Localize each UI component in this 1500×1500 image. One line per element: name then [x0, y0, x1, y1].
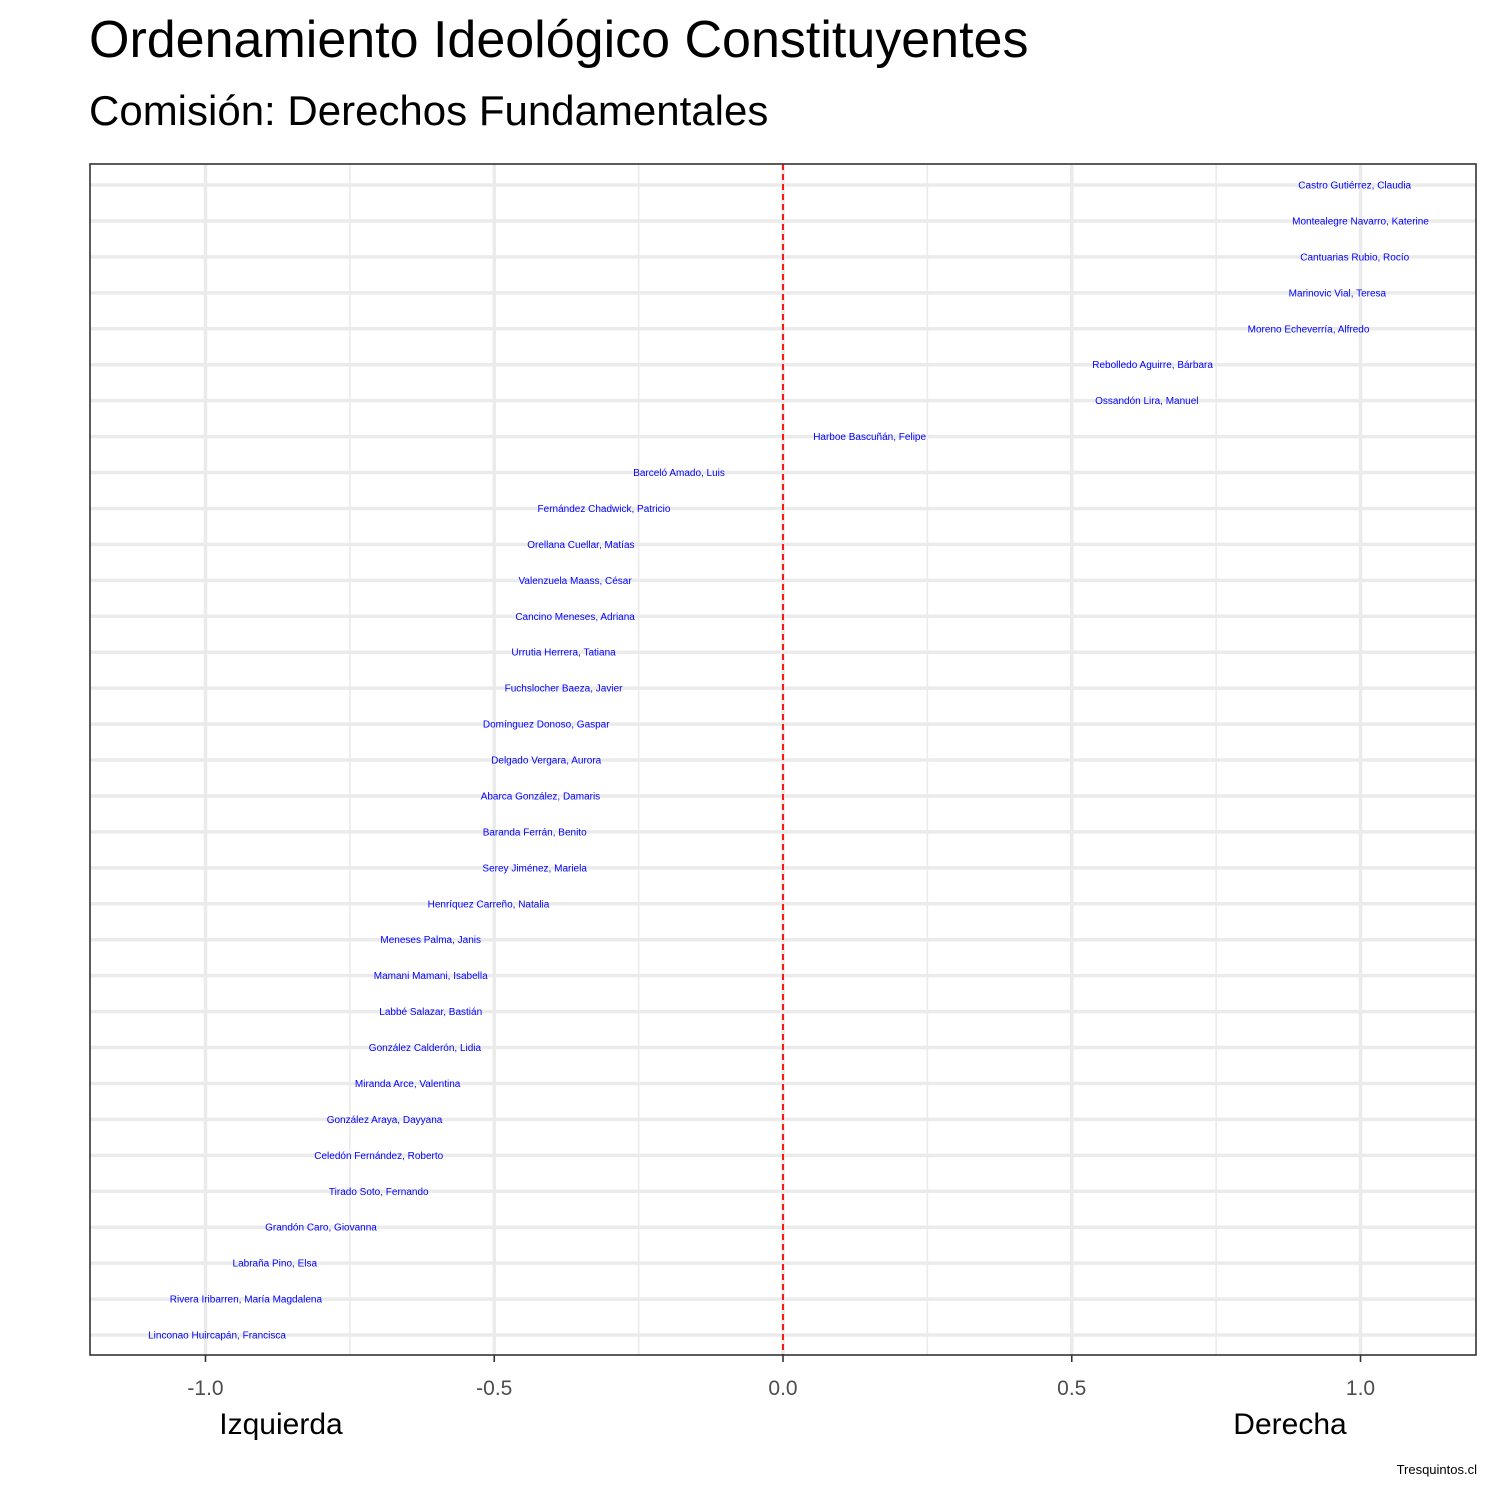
- x-tick-label: 1.0: [1346, 1377, 1375, 1400]
- point-label: Celedón Fernández, Roberto: [314, 1151, 443, 1162]
- point-label: Domínguez Donoso, Gaspar: [483, 720, 610, 731]
- x-tick-label: 0.5: [1057, 1377, 1086, 1400]
- x-tick-label: 0.0: [768, 1377, 797, 1400]
- point-label: Cantuarias Rubio, Rocío: [1300, 252, 1409, 263]
- point-label: Henríquez Carreño, Natalia: [428, 899, 550, 910]
- point-label: Rebolledo Aguirre, Bárbara: [1092, 360, 1213, 371]
- chart-subtitle: Comisión: Derechos Fundamentales: [89, 87, 769, 134]
- point-label: Castro Gutiérrez, Claudia: [1298, 181, 1411, 192]
- x-axis-ticks: -1.0 -0.5 0.0 0.5 1.0: [187, 1355, 1375, 1400]
- point-label: Mamani Mamani, Isabella: [374, 971, 488, 982]
- point-label: Labbé Salazar, Bastián: [379, 1007, 482, 1018]
- point-label: Delgado Vergara, Aurora: [491, 756, 602, 767]
- point-label: Fernández Chadwick, Patricio: [538, 504, 671, 515]
- point-label: Valenzuela Maass, César: [518, 576, 632, 587]
- point-label: Meneses Palma, Janis: [380, 935, 481, 946]
- point-label: Fuchslocher Baeza, Javier: [505, 684, 624, 695]
- x-tick-label: -1.0: [187, 1377, 223, 1400]
- point-label: Orellana Cuellar, Matías: [527, 540, 634, 551]
- point-label: Miranda Arce, Valentina: [355, 1079, 461, 1090]
- point-labels: Castro Gutiérrez, Claudia Montealegre Nav…: [148, 181, 1429, 1342]
- point-label: Tirado Soto, Fernando: [329, 1187, 429, 1198]
- point-label: Urrutia Herrera, Tatiana: [511, 648, 616, 659]
- point-label: Grandón Caro, Giovanna: [265, 1223, 377, 1234]
- point-label: Baranda Ferrán, Benito: [483, 827, 587, 838]
- point-label: Cancino Meneses, Adriana: [515, 612, 635, 623]
- caption: Tresquintos.cl: [1397, 1462, 1478, 1477]
- point-label: González Calderón, Lidia: [369, 1043, 482, 1054]
- x-axis-label-right: Derecha: [1233, 1408, 1347, 1441]
- point-label: Montealegre Navarro, Katerine: [1292, 216, 1429, 227]
- chart-title: Ordenamiento Ideológico Constituyentes: [89, 11, 1029, 69]
- point-label: Harboe Bascuñán, Felipe: [813, 432, 926, 443]
- point-label: Ossandón Lira, Manuel: [1095, 396, 1198, 407]
- point-label: Moreno Echeverría, Alfredo: [1248, 324, 1370, 335]
- point-label: Abarca González, Damaris: [481, 791, 601, 802]
- point-label: Linconao Huircapán, Francisca: [148, 1331, 286, 1342]
- point-label: González Araya, Dayyana: [327, 1115, 443, 1126]
- point-label: Barceló Amado, Luis: [633, 468, 725, 479]
- point-label: Marinovic Vial, Teresa: [1289, 288, 1387, 299]
- point-label: Serey Jiménez, Mariela: [482, 863, 587, 874]
- x-axis-label-left: Izquierda: [219, 1408, 343, 1441]
- point-label: Labraña Pino, Elsa: [233, 1259, 318, 1270]
- x-tick-label: -0.5: [476, 1377, 512, 1400]
- point-label: Rivera Iribarren, María Magdalena: [170, 1295, 323, 1306]
